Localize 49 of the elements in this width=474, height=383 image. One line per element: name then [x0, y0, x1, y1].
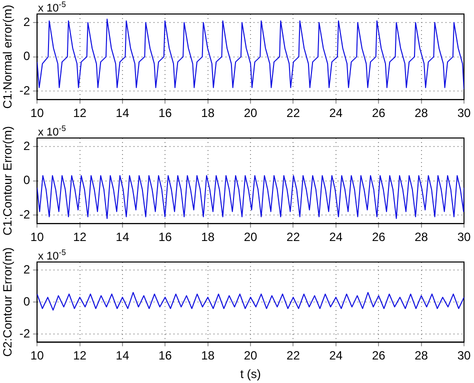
x-tick-label: 16: [158, 348, 172, 363]
x-tick-label: 30: [457, 106, 471, 120]
x-tick-label: 12: [73, 106, 87, 120]
x-tick-label: 20: [244, 230, 258, 244]
x-tick-label: 22: [286, 106, 300, 120]
x-tick-label: 26: [372, 230, 386, 244]
x-tick-label: 24: [329, 106, 343, 120]
x-tick-label: 20: [244, 106, 258, 120]
x-tick-label: 28: [414, 106, 428, 120]
y-tick-label: 0: [23, 173, 30, 188]
y-axis-title: C1:Contour Error(m): [0, 126, 15, 236]
annotation: x 10$^{-5}$: [38, 124, 66, 139]
x-tick-label: 16: [158, 106, 172, 120]
y-tick-label: -2: [19, 326, 30, 340]
y-tick-label: -2: [19, 207, 30, 222]
y-tick-label: 0: [23, 49, 30, 64]
x-tick-label: 24: [329, 230, 343, 244]
y-axis-title: C1:Normal error(m): [0, 4, 15, 109]
y-tick-label: 0: [23, 294, 30, 308]
x-tick-label: 10: [30, 230, 44, 244]
x-tick-label: 22: [286, 230, 300, 244]
y-tick-label: 2: [23, 138, 30, 153]
x-tick-label: 30: [457, 230, 471, 244]
x-tick-label: 26: [372, 106, 386, 120]
x-tick-label: 10: [30, 106, 44, 120]
x-tick-label: 20: [244, 348, 258, 363]
x-tick-label: 18: [201, 348, 215, 363]
y-tick-label: -2: [19, 83, 30, 98]
x-tick-label: 30: [457, 348, 471, 363]
x-tick-label: 24: [329, 348, 343, 363]
x-tick-label: 12: [73, 230, 87, 244]
x-tick-label: 10: [30, 348, 44, 363]
x-tick-label: 28: [414, 230, 428, 244]
x-tick-label: 12: [73, 348, 87, 363]
x-tick-label: 22: [286, 348, 300, 363]
x-tick-label: 26: [372, 348, 386, 363]
y-axis-title: C2:Contour Error(m): [0, 247, 15, 357]
annotation: x 10$^{-5}$: [38, 248, 66, 263]
x-axis-title: t (s): [240, 367, 261, 382]
x-tick-label: 14: [116, 230, 130, 244]
annotation: x 10$^{-5}$: [38, 0, 66, 15]
x-tick-label: 16: [158, 230, 172, 244]
x-tick-label: 14: [116, 106, 130, 120]
x-tick-label: 18: [201, 230, 215, 244]
y-tick-label: 2: [23, 14, 30, 29]
x-tick-label: 18: [201, 106, 215, 120]
y-tick-label: 2: [23, 262, 30, 276]
x-tick-label: 14: [116, 348, 130, 363]
x-tick-label: 28: [414, 348, 428, 363]
